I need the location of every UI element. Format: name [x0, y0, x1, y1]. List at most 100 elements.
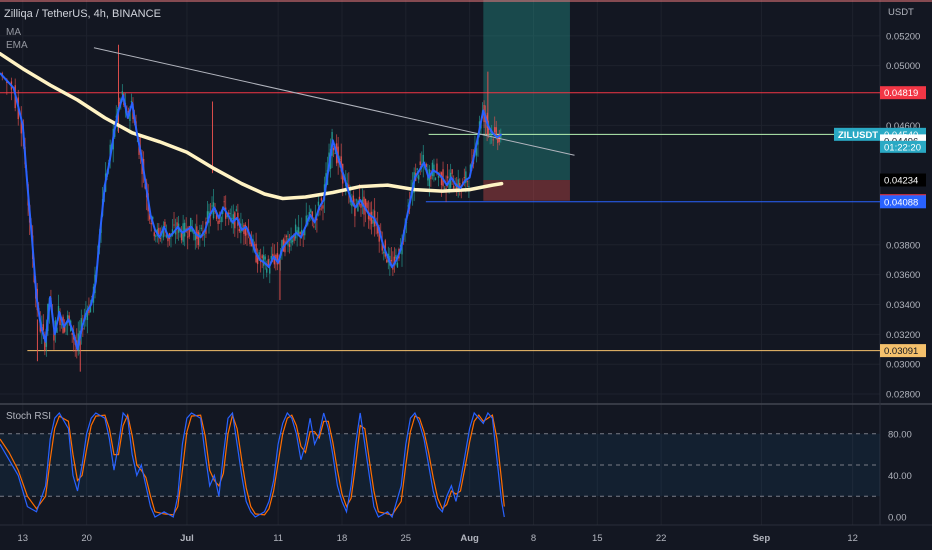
candle-body [258, 252, 260, 259]
candle-body [173, 224, 175, 226]
candle-body [200, 227, 203, 229]
horizontal-levels[interactable] [0, 0, 932, 352]
time-tick-7: 8 [531, 533, 536, 544]
candle-body [264, 256, 266, 260]
candle-body [416, 168, 418, 170]
countdown: 01:22:20 [884, 142, 921, 153]
badge-0: 0.04819 [884, 88, 918, 99]
candle-body [436, 163, 438, 173]
price-tick-7: 0.03000 [886, 360, 920, 371]
indicator-ema-label[interactable]: EMA [6, 40, 28, 51]
candle-body [188, 226, 190, 237]
candle-body [196, 226, 198, 239]
time-tick-9: 22 [656, 533, 667, 544]
candle-body [288, 244, 291, 247]
candle-body [430, 173, 432, 180]
candle-body [197, 231, 200, 246]
chart-title[interactable]: Zilliqa / TetherUS, 4h, BINANCE [4, 8, 161, 20]
candle-body [425, 164, 428, 167]
candle-body [378, 227, 380, 242]
candle-body [281, 240, 283, 249]
candle-body [448, 180, 450, 192]
candle-body [187, 236, 189, 238]
indicator-ma-label[interactable]: MA [6, 27, 21, 38]
price-series [0, 47, 575, 351]
candle-body [475, 148, 478, 156]
candle-body [266, 268, 268, 273]
time-tick-5: 25 [401, 533, 412, 544]
candle-body [150, 222, 152, 225]
long-position-tool[interactable] [483, 0, 570, 201]
candle-body [285, 235, 288, 238]
candle-body [223, 201, 225, 203]
candle-body [71, 332, 73, 335]
candle-body [109, 144, 111, 156]
badge-3-bg [880, 173, 926, 187]
price-axis: USDT 0.05200 0.05000 0.04600 0.03800 0.03600 0… [886, 7, 920, 524]
ma-line [0, 51, 504, 201]
candle-body [273, 255, 276, 265]
candle-body [360, 203, 362, 208]
time-tick-10: Sep [753, 533, 771, 544]
candle-body [199, 232, 201, 237]
candle-body [305, 215, 307, 227]
candle-body [463, 177, 466, 178]
candle-body [407, 205, 409, 207]
candle-body [42, 324, 45, 331]
candle-body [399, 244, 402, 247]
candle-body [446, 176, 449, 179]
candle-body [319, 208, 321, 210]
badge-3: 0.04234 [884, 176, 918, 187]
candle-body [272, 253, 274, 257]
symbol-tag-bg [834, 127, 880, 141]
candle-body [86, 311, 89, 320]
candle-body [355, 199, 358, 201]
candle-body [80, 318, 83, 334]
candle-body [381, 242, 383, 251]
candle-body [390, 260, 393, 262]
candle-body [299, 232, 301, 235]
candle-body [437, 176, 440, 178]
price-badges: 0.048190.045400.044960.042340.040950.040… [834, 86, 926, 358]
candle-body [44, 335, 46, 351]
symbol-tag: ZILUSDT [838, 130, 878, 141]
candle-body [217, 220, 219, 224]
candle-body [291, 240, 294, 243]
candle-body [249, 237, 251, 245]
price-tick-2: 0.04600 [886, 121, 920, 132]
candle-body [253, 244, 256, 246]
candle-body [220, 217, 222, 223]
candle-body [238, 229, 241, 232]
candle-body [297, 227, 300, 235]
candle-body [313, 226, 315, 228]
candle-body [244, 224, 247, 236]
candle-body [440, 172, 443, 186]
candle-body [229, 213, 231, 215]
candle-body [439, 172, 441, 174]
candle-body [63, 324, 66, 332]
candle-body [304, 229, 306, 236]
candle-body [469, 164, 472, 172]
candle-body [228, 212, 230, 215]
candle-body [495, 127, 497, 135]
stoch-rsi-title[interactable]: Stoch RSI [6, 411, 52, 422]
candle-body [443, 187, 446, 189]
candle-body [354, 206, 356, 217]
candle-body [232, 214, 234, 225]
candle-body [296, 230, 298, 234]
candle-body [351, 201, 353, 207]
candle-body [215, 213, 218, 219]
time-tick-8: 15 [592, 533, 603, 544]
candle-body [372, 220, 374, 224]
candle-body [431, 162, 434, 176]
candle-body [317, 201, 320, 206]
candle-body [332, 147, 335, 151]
price-tick-6: 0.03200 [886, 330, 920, 341]
candle-body [468, 186, 470, 188]
candle-body [466, 180, 469, 182]
candle-body [82, 327, 84, 330]
candle-body [158, 227, 160, 235]
candle-body [190, 217, 192, 232]
candle-body [276, 253, 279, 265]
